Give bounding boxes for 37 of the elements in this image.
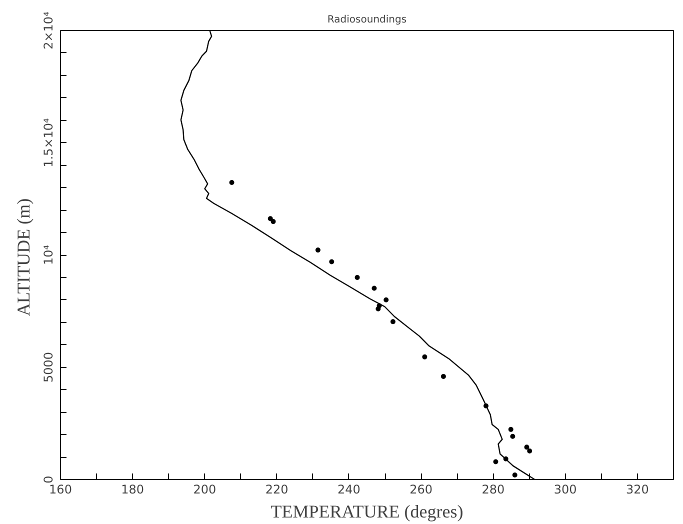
x-tick-label: 240 <box>338 482 360 496</box>
point <box>508 426 514 432</box>
point <box>512 472 518 478</box>
point <box>372 286 377 291</box>
y-axis-title: ALTITUDE (m) <box>14 198 34 316</box>
y-tick-label: 10⁴ <box>42 244 56 266</box>
point <box>524 444 530 450</box>
x-tick-label: 160 <box>49 482 72 496</box>
point <box>354 274 360 280</box>
point <box>384 297 389 302</box>
point <box>440 374 446 379</box>
y-tick-label: 1.5×10⁴ <box>42 118 56 168</box>
point <box>390 319 396 324</box>
point <box>503 456 508 462</box>
x-tick-label: 260 <box>410 482 433 496</box>
x-tick-label: 280 <box>482 482 505 496</box>
x-tick-label: 200 <box>193 482 216 496</box>
x-tick-label: 300 <box>554 482 577 496</box>
point <box>376 306 381 312</box>
point <box>229 180 234 185</box>
x-tick-label: 320 <box>626 482 649 496</box>
point <box>422 354 428 360</box>
y-tick-label: 2×10⁴ <box>42 11 56 50</box>
x-tick-label: 180 <box>121 482 144 496</box>
point <box>527 448 532 454</box>
point <box>510 434 516 439</box>
x-tick-label: 220 <box>265 482 288 496</box>
point <box>483 403 488 408</box>
point <box>329 259 334 264</box>
point <box>268 216 273 222</box>
y-tick-label: 0 <box>42 476 56 484</box>
point <box>493 459 498 464</box>
y-tick-label: 5000 <box>42 352 56 383</box>
point <box>270 219 276 224</box>
chart-title: Radiosoundings <box>327 14 407 26</box>
x-axis-title: TEMPERATURE (degres) <box>270 502 464 522</box>
point <box>315 248 320 253</box>
